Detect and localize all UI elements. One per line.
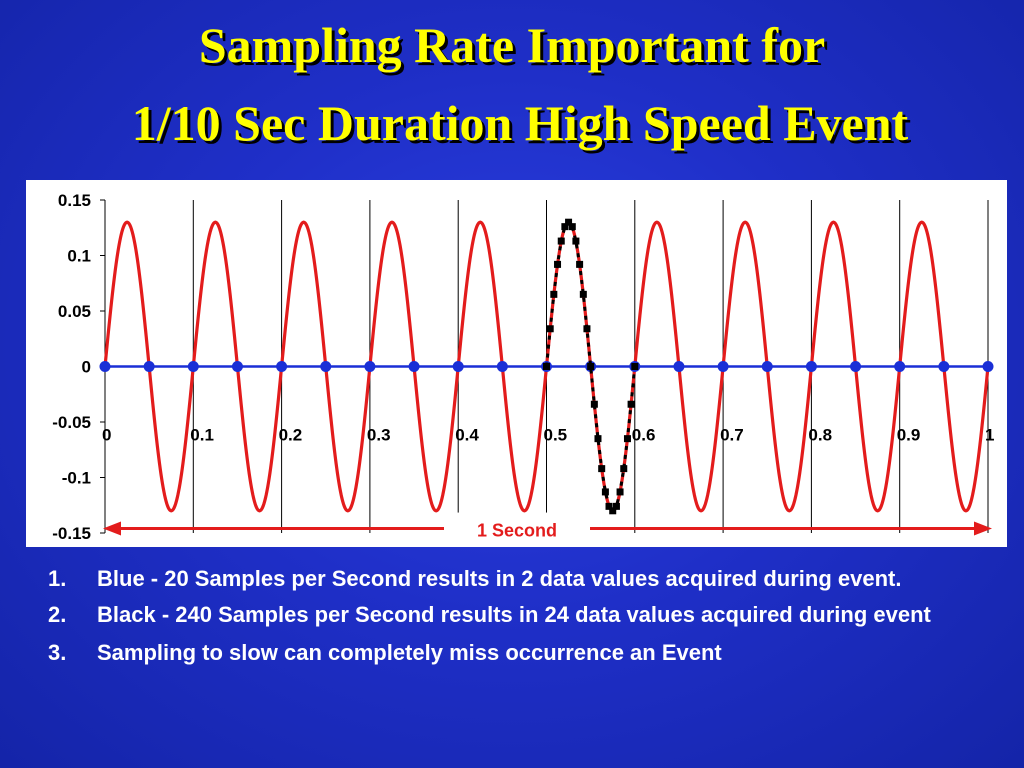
y-axis-tick-labels: 0.15 0.1 0.05 0 -0.05 -0.1 -0.15 <box>52 191 91 543</box>
chart-panel: 0.15 0.1 0.05 0 -0.05 -0.1 -0.15 0 0.1 0.2 0.3 0.4… <box>26 180 1007 547</box>
bullet-item: 2. Black - 240 Samples per Second result… <box>48 599 988 631</box>
black-sample-point <box>605 502 613 510</box>
black-sample-point <box>546 325 554 333</box>
arrow-label-box <box>444 512 590 547</box>
sine-chart: 0.15 0.1 0.05 0 -0.05 -0.1 -0.15 0 0.1 0.2 0.3 0.4… <box>52 191 994 547</box>
x-tick-label: 0.8 <box>808 425 832 444</box>
x-tick-label: 0.4 <box>455 425 479 444</box>
y-tick-label: 0.15 <box>58 191 91 210</box>
black-sample-point <box>612 502 620 510</box>
x-tick-label: 0.2 <box>279 425 303 444</box>
arrow-label: 1 Second <box>477 521 557 541</box>
arrow-head-left <box>103 521 121 536</box>
black-sample-point <box>565 218 573 226</box>
black-sample-point <box>576 260 584 268</box>
black-sample-point <box>590 400 598 408</box>
slide-title-line-2: 1/10 Sec Duration High Speed Event <box>131 95 909 151</box>
black-sample-point <box>554 260 562 268</box>
blue-sample-point <box>496 361 508 372</box>
blue-sample-point <box>673 361 685 372</box>
bullet-number: 3. <box>48 640 67 665</box>
blue-sample-point <box>894 361 906 372</box>
y-tick-label: -0.15 <box>52 524 91 543</box>
blue-sample-point <box>276 361 288 372</box>
one-second-annotation: 1 Second <box>103 512 992 547</box>
black-sample-point <box>579 290 587 298</box>
chart-series <box>99 218 994 515</box>
x-tick-label: 0.9 <box>897 425 921 444</box>
x-tick-label: 0.1 <box>190 425 214 444</box>
black-sample-point <box>557 237 565 245</box>
arrow-head-right <box>974 521 992 536</box>
black-sample-point <box>616 488 624 496</box>
bullet-item: 3. Sampling to slow can completely miss … <box>48 637 988 669</box>
black-sample-point <box>561 223 569 231</box>
black-sample-point <box>594 435 602 443</box>
blue-sample-point <box>408 361 420 372</box>
blue-sample-point <box>99 361 111 372</box>
x-tick-label: 0.5 <box>544 425 568 444</box>
blue-sample-point <box>982 361 994 372</box>
blue-sample-point <box>805 361 817 372</box>
black-sample-point <box>623 435 631 443</box>
bullet-text: Blue - 20 Samples per Second results in … <box>97 566 902 591</box>
black-sample-point <box>627 400 635 408</box>
bullet-item: 1. Blue - 20 Samples per Second results … <box>48 563 988 595</box>
blue-sample-point <box>187 361 199 372</box>
x-tick-label: 0 <box>102 425 111 444</box>
bullet-number: 1. <box>48 566 67 591</box>
y-tick-label: 0.05 <box>58 302 91 321</box>
black-sample-point <box>601 488 609 496</box>
bullet-text: Black - 240 Samples per Second results i… <box>97 602 931 627</box>
black-sample-point <box>620 465 628 473</box>
blue-sample-point <box>938 361 950 372</box>
slide-title-line-1: Sampling Rate Important for <box>198 17 826 73</box>
blue-sample-point <box>143 361 155 372</box>
x-tick-label: 0.7 <box>720 425 744 444</box>
blue-sample-point <box>452 361 464 372</box>
blue-sample-point <box>761 361 773 372</box>
x-tick-label: 0.3 <box>367 425 391 444</box>
blue-sample-point <box>320 361 332 372</box>
black-sample-point <box>568 223 576 231</box>
x-tick-label: 1 <box>985 425 994 444</box>
black-sample-point <box>631 363 639 370</box>
y-tick-label: 0.1 <box>67 247 91 266</box>
black-sample-point <box>587 363 595 370</box>
y-tick-label: 0 <box>82 358 91 377</box>
black-sample-point <box>609 507 617 515</box>
black-sample-point <box>583 325 591 333</box>
blue-sample-point <box>364 361 376 372</box>
x-tick-label: 0.6 <box>632 425 656 444</box>
black-sample-point <box>550 290 558 298</box>
bullet-list: 1. Blue - 20 Samples per Second results … <box>48 563 988 669</box>
black-sample-point <box>572 237 580 245</box>
blue-sample-point <box>850 361 862 372</box>
blue-sample-point <box>717 361 729 372</box>
blue-sample-point <box>231 361 243 372</box>
y-tick-label: -0.1 <box>62 469 91 488</box>
black-sample-point <box>598 465 606 473</box>
bullet-text: Sampling to slow can completely miss occ… <box>97 640 722 665</box>
x-axis-tick-labels: 0 0.1 0.2 0.3 0.4 0.5 0.6 0.7 0.8 0.9 1 <box>102 425 994 444</box>
y-tick-label: -0.05 <box>52 413 91 432</box>
black-sample-point <box>543 363 550 370</box>
bullet-number: 2. <box>48 602 67 627</box>
